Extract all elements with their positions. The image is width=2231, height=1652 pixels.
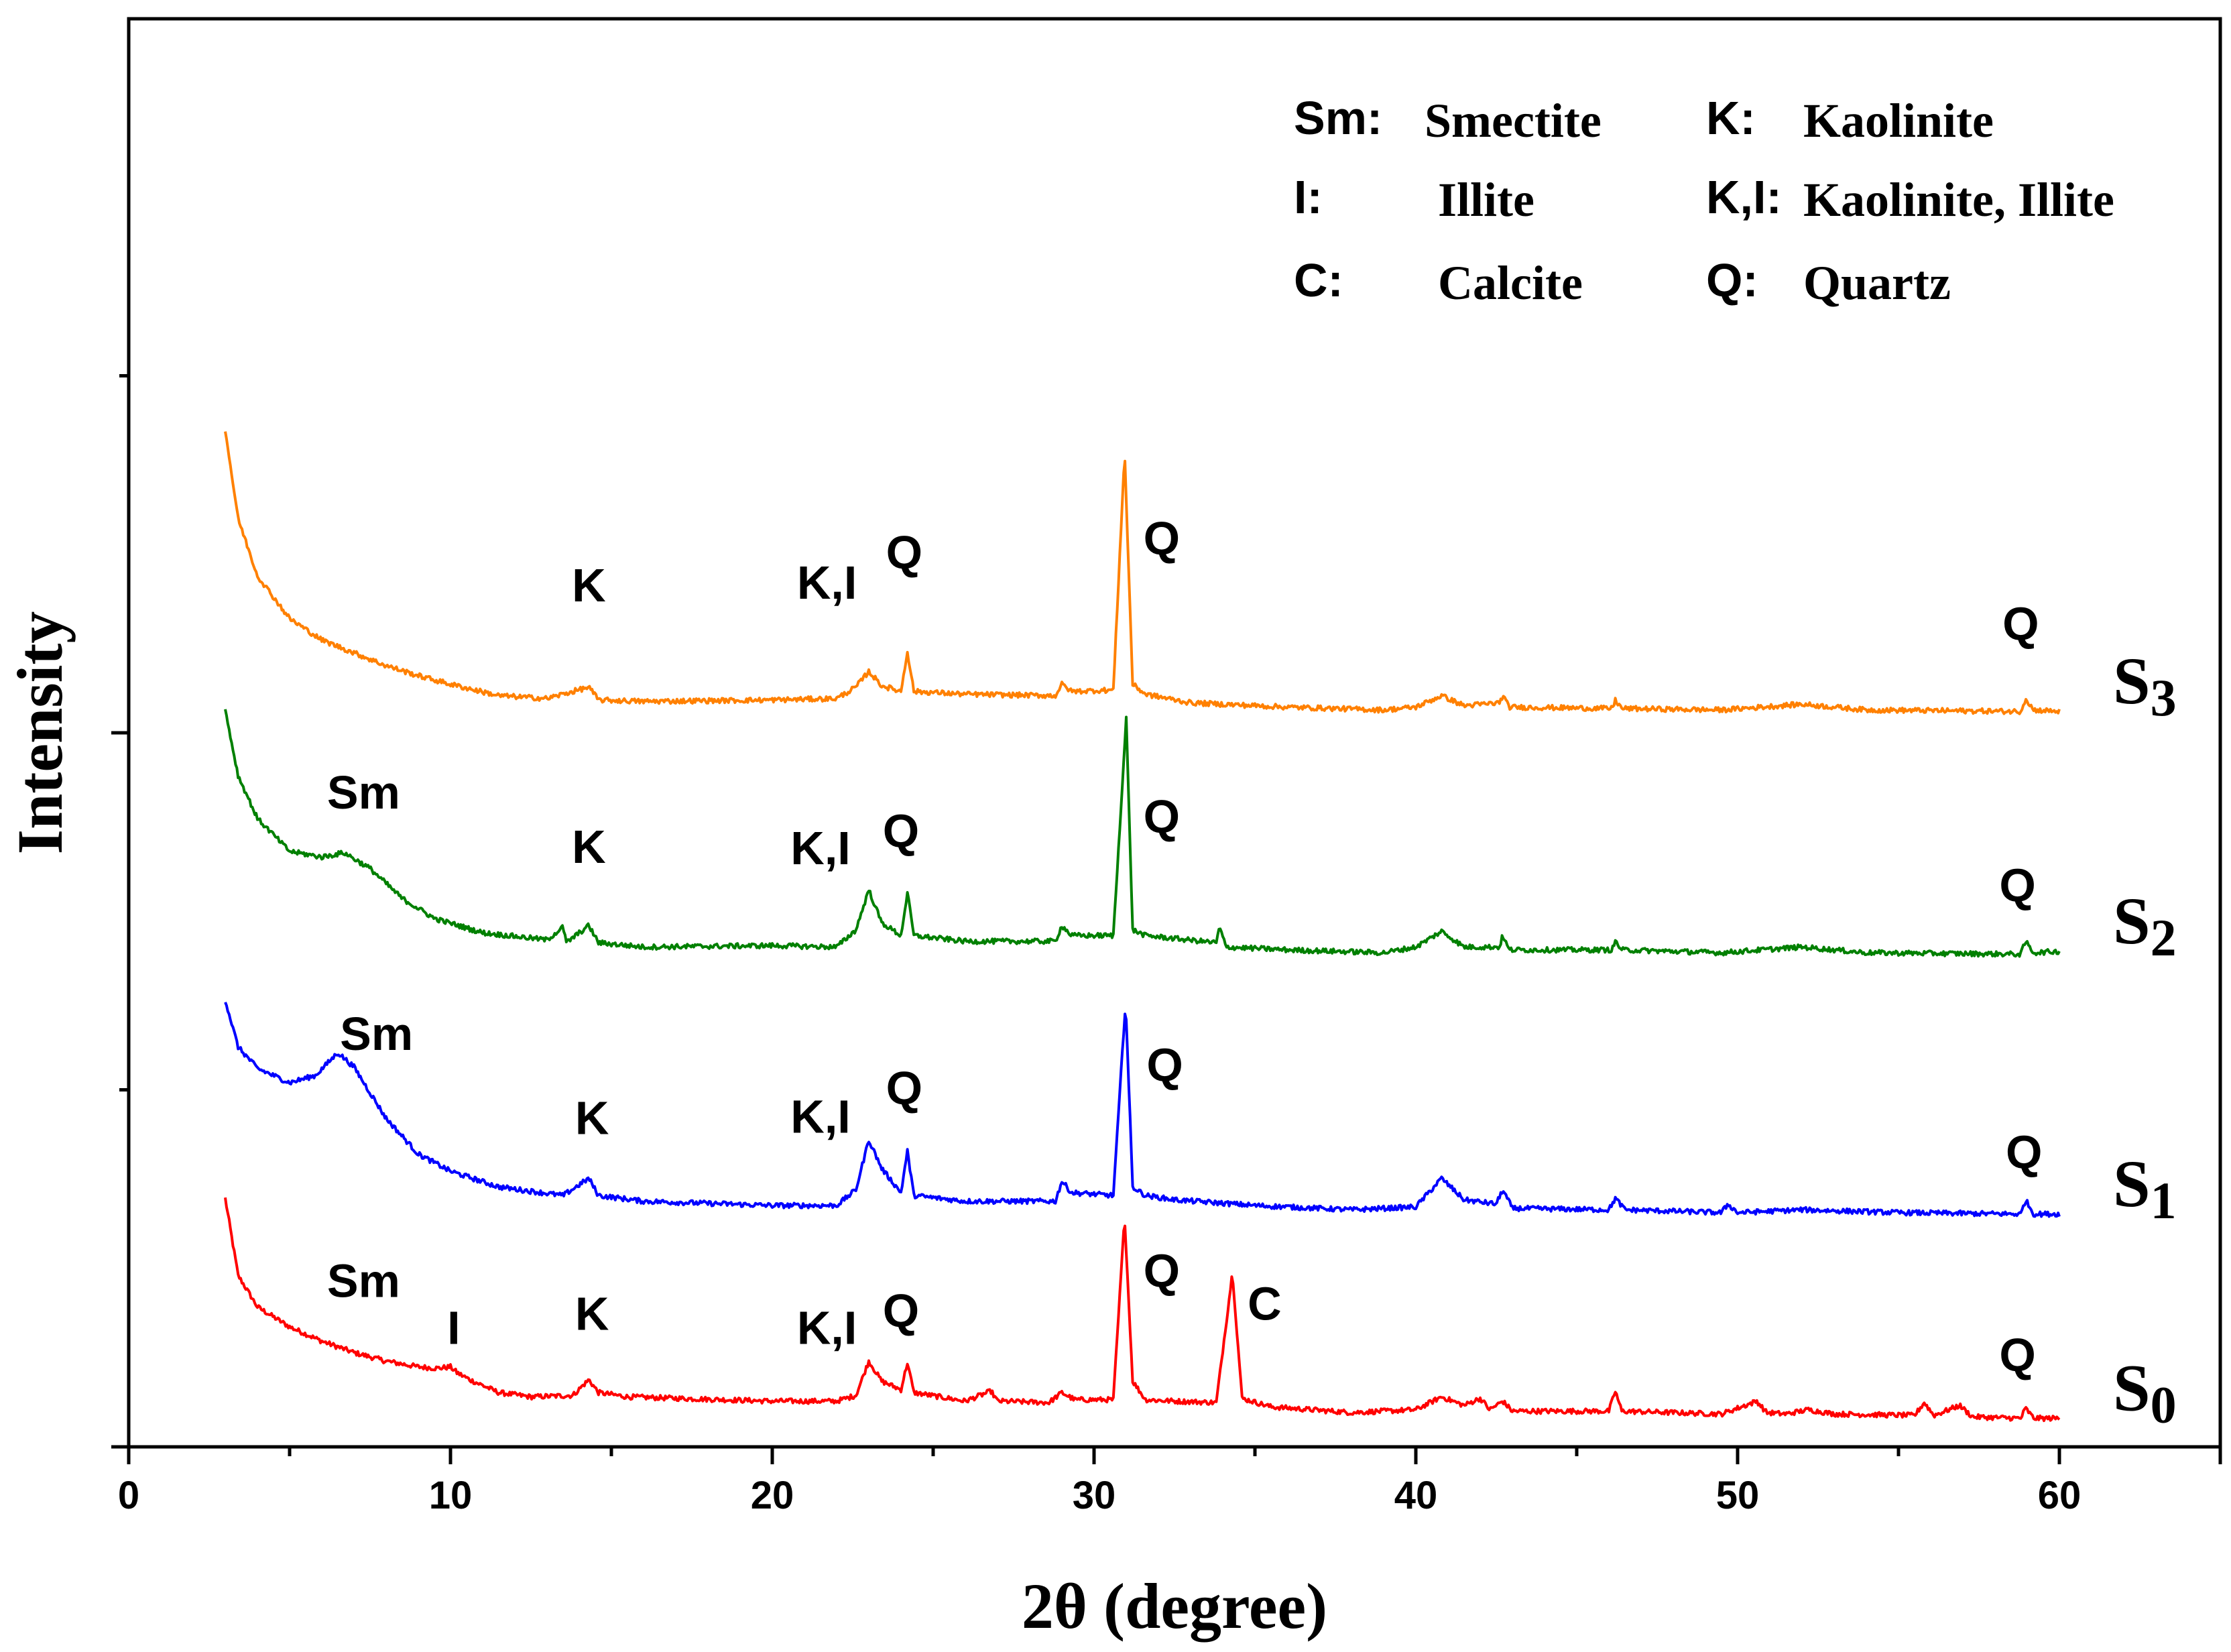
sample-label-sub: 1	[2151, 1171, 2177, 1230]
y-axis	[111, 374, 129, 1449]
x-tick-label: 40	[1394, 1474, 1438, 1517]
peak-label: K,I	[790, 822, 850, 874]
sample-label-main: S	[2113, 1350, 2151, 1425]
y-axis-title: Intensity	[4, 611, 76, 855]
legend-key: Q:	[1706, 254, 1758, 306]
peak-label: K,I	[797, 556, 857, 609]
legend-value: Illite	[1438, 173, 1534, 227]
peak-label: K	[575, 1287, 609, 1340]
peak-label: Sm	[340, 1008, 413, 1060]
peak-label: Q	[886, 1062, 922, 1114]
peak-label: Sm	[327, 766, 400, 819]
sample-label-sub: 0	[2151, 1375, 2177, 1433]
sample-label-main: S	[2113, 1146, 2151, 1221]
peak-label: Q	[1144, 1244, 1180, 1297]
plot-border	[127, 17, 2222, 1449]
peak-label: Q	[1999, 859, 2035, 911]
legend-value: Kaolinite, Illite	[1803, 173, 2114, 227]
sample-label-main: S	[2113, 644, 2151, 718]
x-tick-label: 60	[2038, 1474, 2082, 1517]
peak-label: Q	[1999, 1329, 2035, 1381]
peak-label: Q	[2006, 1126, 2042, 1179]
peak-label: K,I	[790, 1090, 850, 1142]
series-line-S2	[224, 709, 2061, 958]
peak-label: I	[447, 1302, 460, 1354]
peak-label: Q	[1146, 1039, 1183, 1092]
x-tick-label: 30	[1073, 1474, 1116, 1517]
series-line-S1	[224, 1002, 2061, 1218]
peak-label: K,I	[797, 1302, 857, 1354]
sample-label-sub: 3	[2151, 668, 2177, 727]
sample-label-sub: 2	[2151, 908, 2177, 967]
legend-value: Quartz	[1803, 256, 1951, 310]
peak-label: Q	[883, 1285, 919, 1337]
x-tick-label: 50	[1716, 1474, 1760, 1517]
series-line-S3	[224, 431, 2061, 715]
legend-key: K:	[1706, 92, 1756, 144]
peak-label: Q	[2002, 598, 2039, 650]
legend-key: Sm:	[1294, 92, 1382, 144]
sample-label-main: S	[2113, 884, 2151, 958]
plot-frame	[127, 17, 2222, 1449]
peak-label: Q	[1144, 512, 1180, 565]
peak-label: C	[1248, 1277, 1282, 1330]
sample-label-S1: S1	[2113, 1146, 2177, 1230]
x-tick-label: 10	[429, 1474, 473, 1517]
peak-label: K	[575, 1092, 609, 1144]
legend-value: Kaolinite	[1803, 94, 1994, 148]
x-axis: 0 10 20 30 40 50 60	[118, 1447, 2222, 1517]
peak-label: Q	[886, 526, 922, 579]
x-tick-label: 0	[118, 1474, 139, 1517]
legend-key: K,I:	[1706, 171, 1782, 223]
sample-label-S2: S2	[2113, 884, 2177, 967]
sample-label-S3: S3	[2113, 644, 2177, 727]
peak-label: Q	[1144, 790, 1180, 843]
x-axis-title: 2θ (degree)	[1022, 1570, 1327, 1642]
peak-label: Q	[883, 805, 919, 857]
legend-key: I:	[1294, 171, 1323, 223]
peak-annotations: Sm I K K,I Q Q C Q Sm K K,I Q Q Q Sm K K,I Q Q Q K K,I Q Q Q	[327, 512, 2042, 1381]
peak-label: K	[572, 559, 606, 611]
series-layer	[224, 431, 2061, 1422]
sample-label-S0: S0	[2113, 1350, 2177, 1433]
legend-value: Smectite	[1425, 94, 1602, 148]
peak-label: K	[572, 821, 606, 873]
phase-legend: Sm: Smectite I: Illite C: Calcite K: Kaolinite K…	[1294, 92, 2114, 310]
legend-value: Calcite	[1438, 256, 1583, 310]
peak-label: Sm	[327, 1254, 400, 1307]
legend-key: C:	[1294, 254, 1343, 306]
x-tick-label: 20	[751, 1474, 794, 1517]
series-line-S0	[224, 1197, 2061, 1422]
